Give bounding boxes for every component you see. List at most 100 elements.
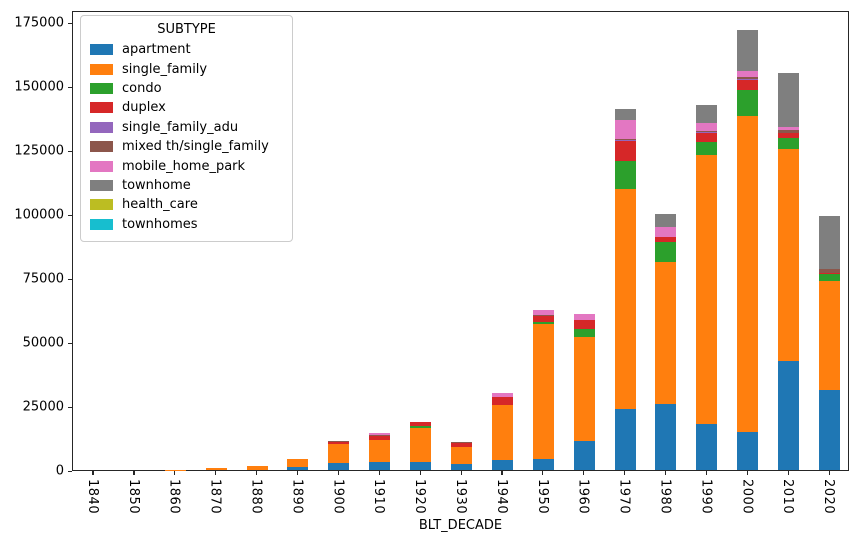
legend-swatch-icon (90, 218, 113, 230)
y-tick-label-50000: 50000 (22, 335, 64, 351)
y-tick-100000 (68, 214, 72, 216)
x-tick-1920 (419, 471, 421, 475)
x-tick-1900 (337, 471, 339, 475)
legend-item-apartment: apartment (90, 40, 283, 59)
bar-segment-1970-single-family (614, 188, 636, 410)
y-tick-label-175000: 175000 (14, 15, 64, 31)
legend-item-townhome: townhome (90, 176, 283, 195)
bar-segment-1950-single-family (532, 324, 554, 459)
bar-segment-2020-single-family (819, 280, 841, 390)
bar-segment-2020-apartment (819, 389, 841, 470)
bar-segment-1970-mixed-th-single-family (614, 138, 636, 140)
legend-item-condo: condo (90, 79, 283, 98)
bar-segment-1930-duplex (451, 443, 472, 448)
bar-segment-1980-single-family (655, 262, 677, 404)
bar-segment-2000-townhome (737, 29, 759, 72)
x-tick-2010 (787, 471, 789, 475)
bar-segment-2000-single-family (737, 115, 759, 433)
bar-segment-1880-single-family (246, 466, 268, 470)
bar-segment-1990-single-family-adu (696, 131, 718, 133)
bar-segment-1950-apartment (532, 459, 554, 470)
x-tick-2000 (746, 471, 748, 475)
bar-segment-2000-apartment (737, 432, 759, 470)
x-tick-label-1860: 1860 (166, 479, 182, 515)
y-tick-label-25000: 25000 (22, 399, 64, 415)
legend-items: apartment single_family condo duplex single_… (90, 40, 283, 234)
x-tick-label-1970: 1970 (616, 479, 632, 515)
bar-segment-1900-apartment (328, 463, 350, 470)
legend-swatch-icon (90, 44, 113, 56)
bar-segment-1920-duplex (410, 422, 432, 427)
legend-title: SUBTYPE (157, 22, 216, 37)
x-tick-1880 (256, 471, 258, 475)
x-tick-1840 (92, 471, 94, 475)
bar-segment-2000-duplex (737, 80, 759, 91)
x-tick-1950 (542, 471, 544, 475)
legend-swatch-icon (90, 82, 113, 94)
x-tick-label-1960: 1960 (575, 479, 591, 515)
x-tick-1970 (624, 471, 626, 475)
bar-segment-2020-condo (819, 273, 841, 281)
bar-segment-1960-mobile-home-park (573, 314, 595, 320)
bar-segment-2010-townhome (778, 73, 800, 128)
legend-item-mobile-home-park: mobile_home_park (90, 156, 283, 175)
bar-segment-1980-apartment (655, 403, 677, 470)
x-tick-label-1940: 1940 (493, 479, 509, 515)
bar-segment-1990-townhome (696, 105, 718, 123)
x-tick-label-2010: 2010 (780, 479, 796, 515)
bar-segment-1980-townhome (655, 214, 677, 227)
bar-segment-1910-single-family (369, 440, 391, 463)
x-tick-2020 (828, 471, 830, 475)
legend-label: duplex (122, 100, 166, 116)
bar-segment-1970-condo (614, 160, 636, 189)
bar-segment-1970-single-family-adu (614, 139, 636, 142)
legend-label: mobile_home_park (122, 158, 246, 174)
bar-segment-1970-mobile-home-park (614, 119, 636, 139)
bar-segment-1950-condo (532, 322, 554, 325)
bar-segment-1930-apartment (451, 464, 472, 470)
bar-segment-2010-condo (778, 138, 800, 149)
bar-segment-1990-mobile-home-park (696, 122, 718, 132)
legend-item-duplex: duplex (90, 98, 283, 117)
y-tick-175000 (68, 22, 72, 24)
bar-segment-1920-apartment (410, 462, 432, 470)
legend-label: townhomes (122, 216, 198, 232)
y-tick-75000 (68, 278, 72, 280)
legend-label: single_family_adu (122, 119, 239, 135)
bar-segment-1990-duplex (696, 132, 718, 142)
bar-segment-1910-duplex (369, 435, 391, 441)
bar-segment-2010-mixed-th-single-family (778, 129, 800, 134)
bar-segment-1930-single-family (451, 447, 472, 465)
bar-segment-2020-mixed-th-single-family (819, 268, 841, 274)
legend-item-townhomes: townhomes (90, 215, 283, 234)
x-tick-label-1920: 1920 (412, 479, 428, 515)
bar-segment-1980-duplex (655, 237, 677, 243)
bar-segment-2020-townhome (819, 216, 841, 269)
legend-item-single-family: single_family (90, 59, 283, 78)
bar-segment-1910-apartment (369, 462, 391, 470)
legend-swatch-icon (90, 141, 113, 153)
bar-segment-2010-mobile-home-park (778, 127, 800, 130)
bar-segment-1970-townhome (614, 109, 636, 120)
bar-segment-1960-condo (573, 328, 595, 338)
y-tick-label-100000: 100000 (14, 207, 64, 223)
bar-segment-1980-condo (655, 242, 677, 263)
x-tick-label-1880: 1880 (248, 479, 264, 515)
bar-segment-1940-duplex (491, 396, 513, 405)
bar-segment-1940-mobile-home-park (491, 393, 513, 397)
bar-segment-2010-apartment (778, 360, 800, 470)
bar-segment-1910-mobile-home-park (369, 432, 391, 436)
y-tick-50000 (68, 342, 72, 344)
x-tick-label-1930: 1930 (453, 479, 468, 515)
x-tick-label-1980: 1980 (657, 479, 673, 515)
y-tick-label-0: 0 (55, 463, 64, 479)
bar-segment-1920-single-family (410, 427, 432, 463)
bar-segment-1900-mixed-th-single-family (328, 440, 350, 442)
bar-segment-1940-single-family (491, 404, 513, 460)
bar-segment-1990-single-family (696, 155, 718, 424)
legend-item-single-family-adu: single_family_adu (90, 118, 283, 137)
bar-segment-1990-mixed-th-single-family (696, 131, 718, 132)
legend-swatch-icon (90, 160, 113, 172)
x-tick-label-2000: 2000 (739, 479, 755, 515)
